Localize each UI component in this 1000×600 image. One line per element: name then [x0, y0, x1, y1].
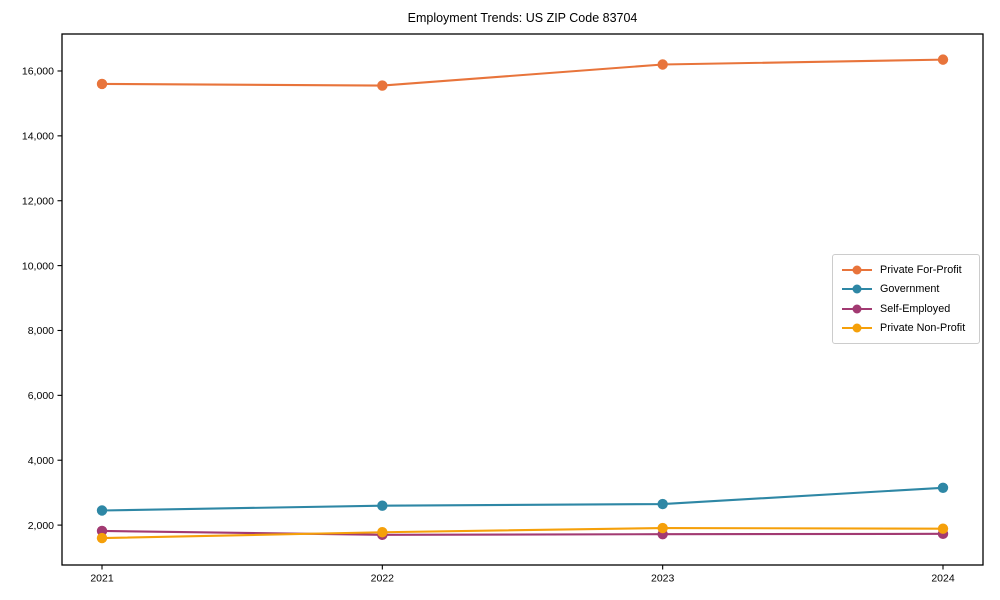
legend-swatch-self-employed: [842, 304, 872, 314]
x-tick-label: 2022: [371, 573, 395, 585]
legend-label-self-employed: Self-Employed: [880, 302, 951, 315]
series-marker-private-non-profit: [96, 532, 108, 544]
series-line-government: [101, 486, 944, 512]
chart-title: Employment Trends: US ZIP Code 83704: [407, 11, 638, 25]
series-marker-private-for-profit: [657, 59, 668, 70]
series-line-private-non-profit: [101, 526, 944, 540]
series-marker-government: [377, 500, 388, 511]
y-tick-label: 8,000: [28, 325, 54, 337]
legend-item-government: Government: [841, 280, 971, 298]
y-tick-label: 14,000: [22, 131, 54, 143]
series-marker-government: [96, 505, 108, 516]
x-tick-label: 2021: [90, 573, 114, 585]
y-tick-label: 4,000: [28, 455, 54, 467]
series-marker-private-for-profit: [937, 54, 949, 65]
legend-item-self-employed: Self-Employed: [841, 300, 971, 318]
legend-label-private-for-profit: Private For-Profit: [880, 263, 962, 276]
legend-item-private-for-profit: Private For-Profit: [841, 261, 971, 279]
legend-swatch-government: [842, 284, 872, 294]
y-tick-label: 2,000: [28, 520, 54, 532]
x-tick-label: 2024: [931, 573, 955, 585]
series-marker-private-non-profit: [377, 527, 388, 538]
series-marker-self-employed: [96, 525, 108, 537]
legend: Private For-Profit Government Self-Emplo…: [832, 254, 980, 344]
series-line-self-employed: [101, 529, 944, 536]
x-tick-label: 2023: [651, 573, 675, 585]
series-marker-private-non-profit: [937, 523, 949, 534]
series-marker-government: [937, 482, 949, 493]
plot-border: [61, 33, 984, 566]
legend-swatch-private-non-profit: [842, 323, 872, 333]
y-tick-label: 16,000: [22, 66, 54, 78]
series-line-private-for-profit: [101, 58, 944, 87]
y-tick-label: 10,000: [22, 260, 54, 272]
series-marker-government: [657, 498, 668, 510]
legend-label-government: Government: [880, 283, 940, 296]
series-marker-private-for-profit: [96, 78, 108, 90]
legend-item-private-non-profit: Private Non-Profit: [841, 319, 971, 337]
y-tick-label: 6,000: [28, 390, 54, 402]
series-marker-private-non-profit: [657, 522, 668, 534]
legend-swatch-private-for-profit: [842, 265, 872, 275]
legend-label-private-non-profit: Private Non-Profit: [880, 322, 966, 335]
series-marker-private-for-profit: [377, 80, 388, 91]
y-tick-label: 12,000: [22, 195, 54, 207]
